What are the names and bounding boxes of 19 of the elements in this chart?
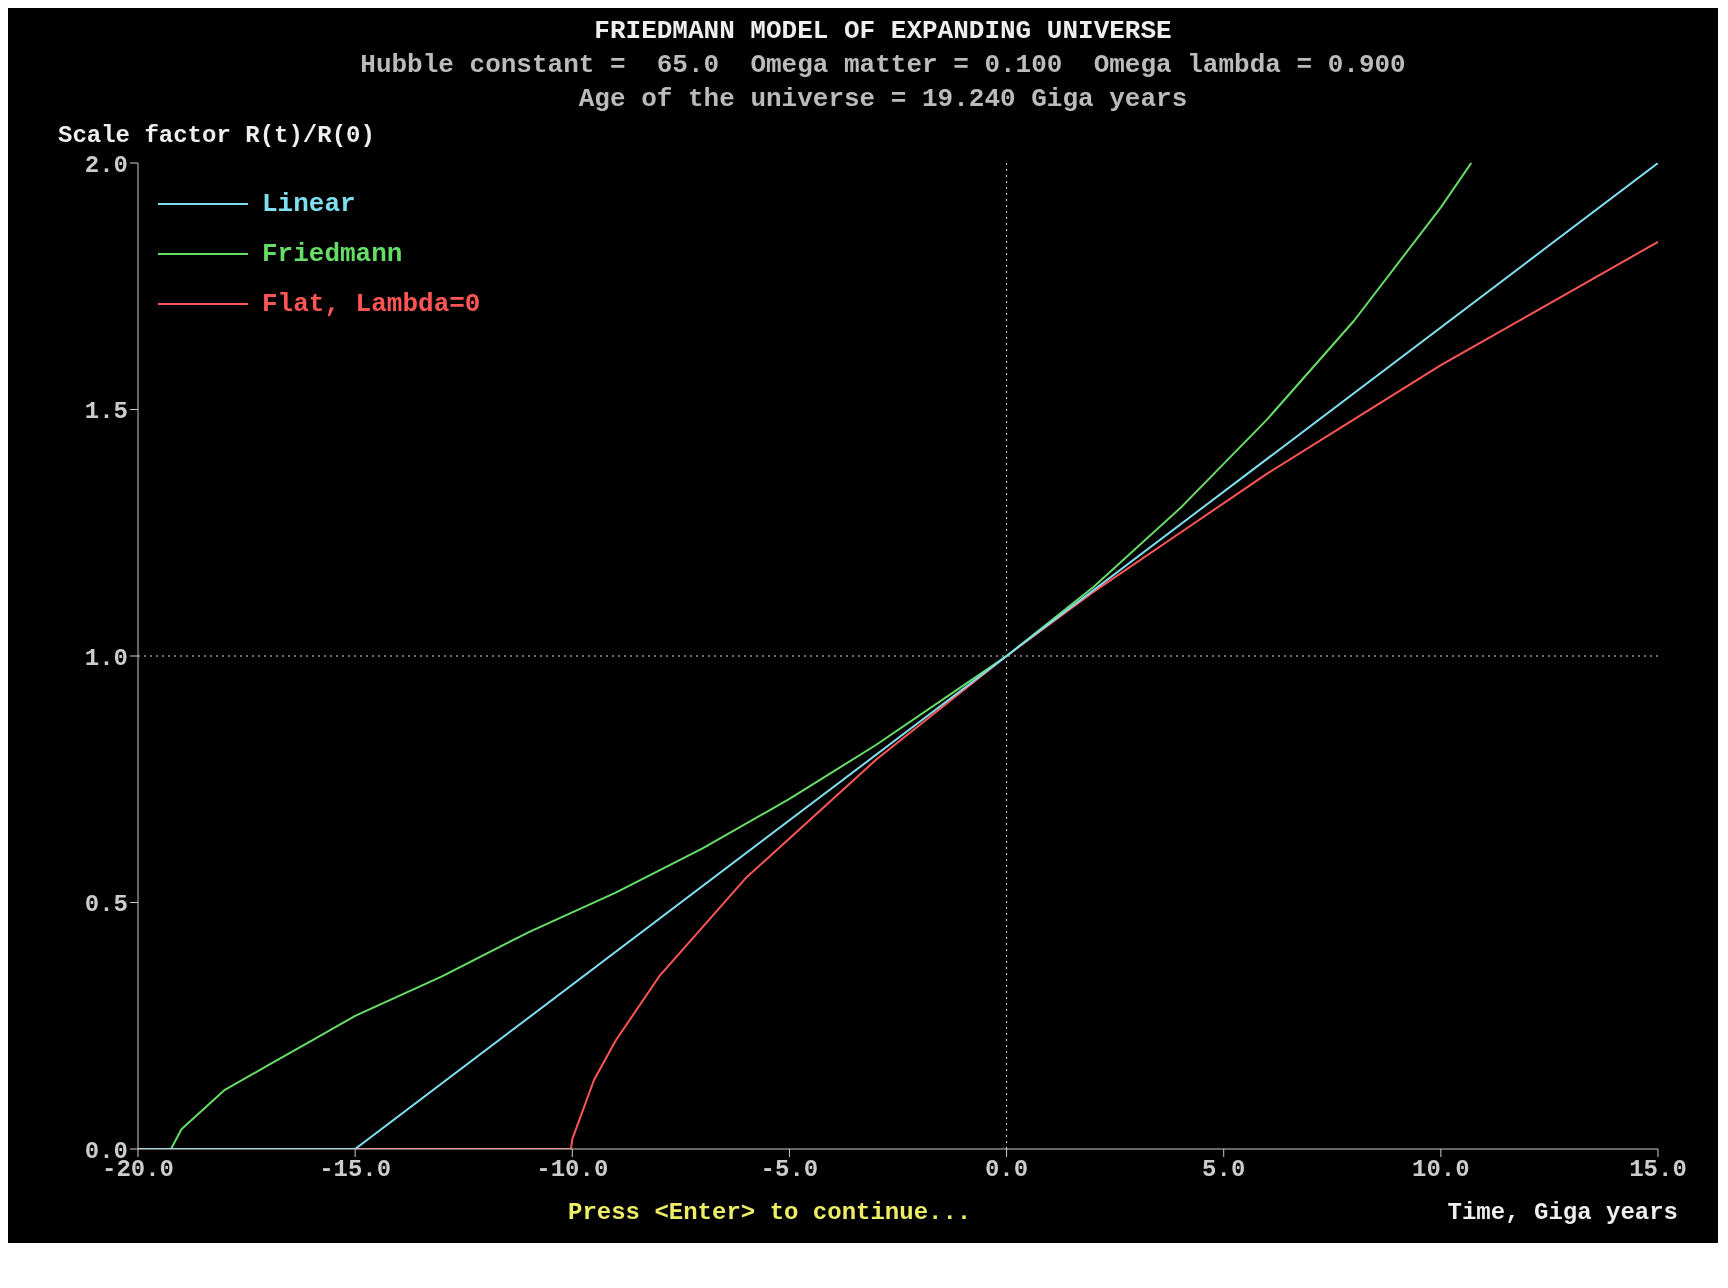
x-tick-label: -5.0 xyxy=(760,1156,819,1184)
legend-label: Friedmann xyxy=(262,239,403,269)
y-axis-title: Scale factor R(t)/R(0) xyxy=(58,122,376,149)
text: Press <Enter> to continue... xyxy=(568,1199,972,1226)
y-tick-label: 2.0 xyxy=(84,151,128,179)
x-tick-label: 0.0 xyxy=(984,1156,1029,1184)
x-axis-title: Time, Giga years xyxy=(1447,1199,1678,1226)
x-tick-label: 5.0 xyxy=(1202,1156,1246,1184)
legend-label: Linear xyxy=(262,189,356,219)
y-tick-label: 1.0 xyxy=(84,644,128,672)
chart-title: FRIEDMANN MODEL OF EXPANDING UNIVERSE xyxy=(593,16,1173,46)
x-tick-label: 15.0 xyxy=(1629,1156,1687,1184)
y-tick-label: 0.5 xyxy=(84,891,128,919)
chart-subtitle: Hubble constant = 65.0 Omega matter = 0.100 Omega lambda = 0.900 Age of the universe = 19.240 Giga years xyxy=(359,50,1407,114)
y-tick-label: 1.5 xyxy=(84,398,128,426)
x-tick-label: 10.0 xyxy=(1412,1156,1470,1184)
legend-label: Flat, Lambda=0 xyxy=(262,289,481,319)
x-tick-label: -15.0 xyxy=(319,1156,392,1184)
x-tick-label: -10.0 xyxy=(536,1156,609,1184)
